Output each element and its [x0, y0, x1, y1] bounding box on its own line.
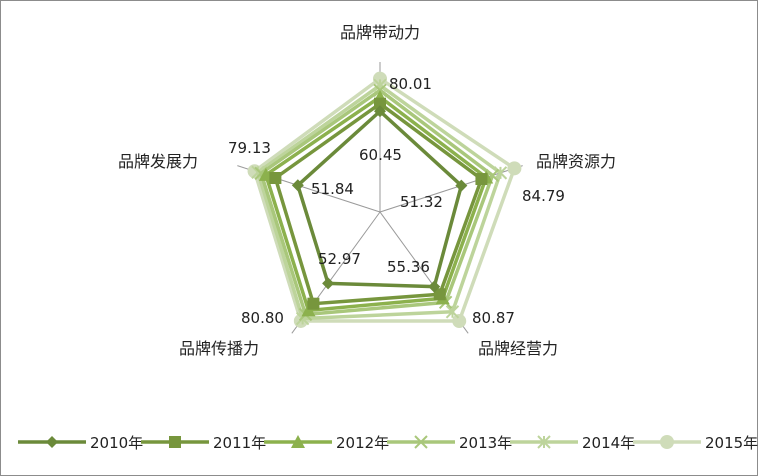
legend-label: 2011年 [213, 434, 266, 452]
series-line [259, 88, 495, 317]
data-point [452, 314, 467, 329]
data-point [475, 173, 488, 186]
legend-label: 2010年 [90, 434, 143, 452]
legend-marker [537, 435, 551, 449]
legend-marker [169, 436, 181, 448]
data-point [301, 303, 316, 317]
axis-label-brand-resource: 品牌资源力 [536, 152, 616, 171]
legend-label: 2014年 [582, 434, 635, 452]
data-label: 84.79 [522, 187, 565, 205]
data-point [374, 105, 386, 118]
legend-entry: 2015年 [633, 434, 758, 452]
data-point [455, 179, 468, 192]
data-label: 79.13 [228, 139, 271, 157]
radar-series [247, 71, 522, 329]
data-label: 80.80 [241, 309, 284, 327]
data-point [269, 172, 282, 185]
legend-marker [46, 436, 58, 448]
legend: 2010年 2011年 2012年 2013年 2014年 2015年 [18, 434, 758, 452]
axis-label-brand-communication: 品牌传播力 [179, 339, 259, 358]
series-2010年 [291, 105, 468, 293]
data-point [493, 166, 508, 180]
data-label: 55.36 [387, 258, 430, 276]
series-line [273, 101, 484, 306]
data-point [428, 280, 441, 293]
legend-label: 2012年 [336, 434, 389, 452]
series-line [252, 76, 517, 323]
legend-marker [414, 435, 428, 449]
legend-entry: 2011年 [141, 434, 266, 452]
data-point [433, 288, 446, 301]
data-point [322, 277, 335, 290]
data-label: 52.97 [318, 250, 361, 268]
data-labels: 80.01 60.45 84.79 51.32 80.87 55.36 80.8… [228, 75, 565, 327]
series-line [296, 109, 464, 289]
legend-label: 2013年 [459, 434, 512, 452]
data-label: 80.01 [389, 75, 432, 93]
axis-labels: 品牌带动力 品牌资源力 品牌经营力 品牌传播力 品牌发展力 [118, 23, 616, 358]
legend-entry: 2013年 [387, 434, 512, 452]
axis-label-brand-driving: 品牌带动力 [340, 23, 420, 42]
legend-entry: 2010年 [18, 434, 143, 452]
legend-entry: 2014年 [510, 434, 635, 452]
data-point [291, 179, 304, 192]
legend-marker [291, 435, 305, 448]
data-label: 51.32 [400, 193, 443, 211]
data-point [374, 97, 386, 110]
data-point [307, 297, 320, 310]
data-label: 51.84 [311, 180, 354, 198]
series-line [256, 83, 503, 321]
axis-label-brand-development: 品牌发展力 [118, 152, 198, 171]
legend-marker [660, 435, 674, 449]
series-2011年 [269, 97, 488, 310]
axis-label-brand-operation: 品牌经营力 [478, 339, 558, 358]
data-label: 80.87 [472, 309, 515, 327]
legend-entry: 2012年 [264, 434, 389, 452]
legend-label: 2015年 [705, 434, 758, 452]
series-2015年 [247, 71, 522, 329]
data-point [258, 167, 273, 181]
data-label: 60.45 [359, 146, 402, 164]
data-point [445, 305, 460, 319]
data-point [507, 161, 522, 176]
series-line [264, 95, 488, 313]
